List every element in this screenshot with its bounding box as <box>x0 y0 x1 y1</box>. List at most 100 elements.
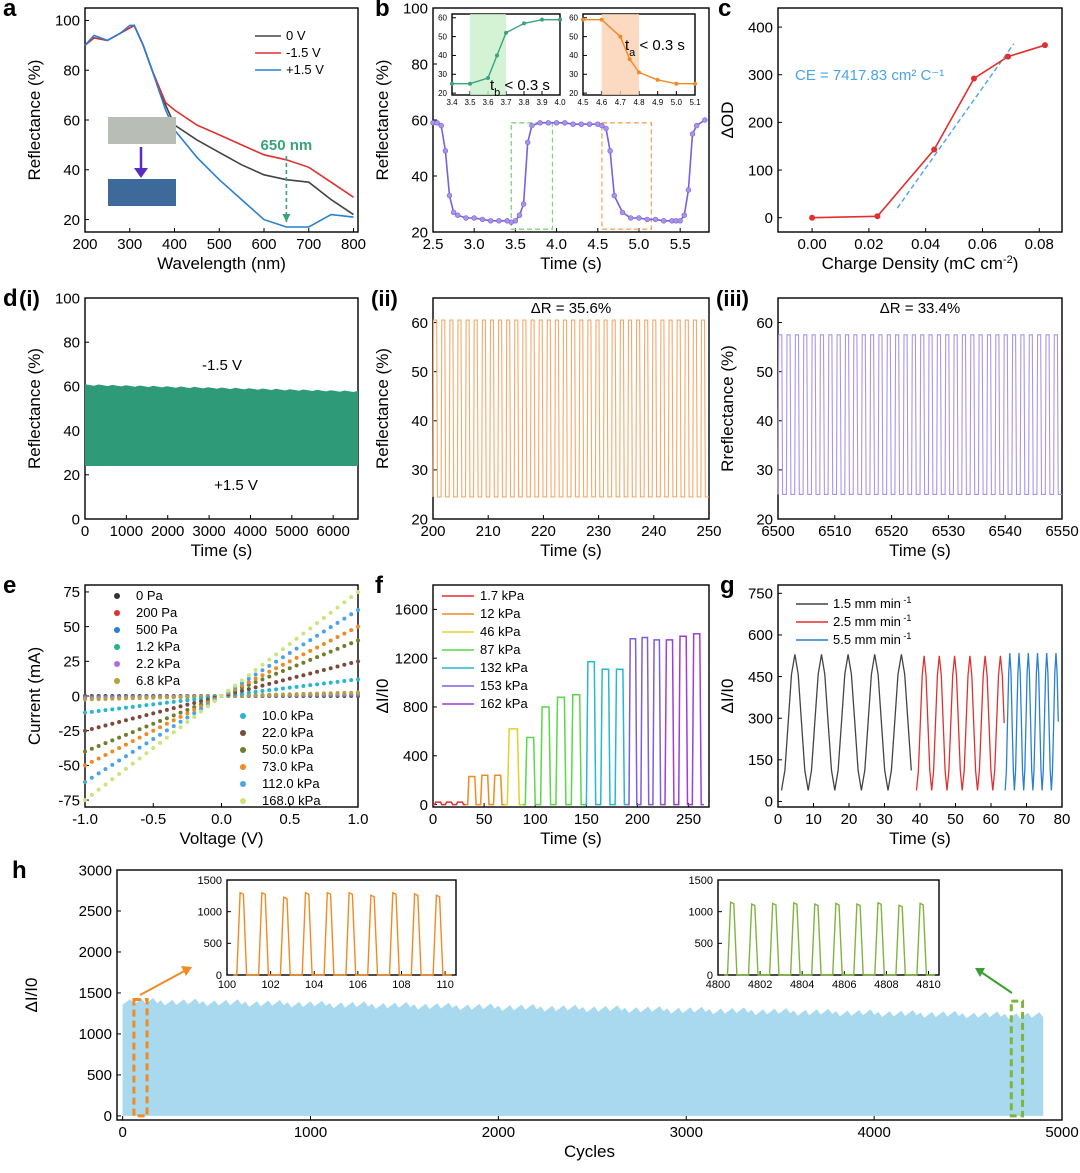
data-point <box>178 714 183 719</box>
y-axis-label: Reflectance (%) <box>373 348 392 469</box>
x-axis-label: Time (s) <box>540 541 602 560</box>
highlight-bleach <box>510 122 554 230</box>
data-point <box>192 707 197 712</box>
panel-label: f <box>375 572 384 599</box>
series-1.7 kPa <box>433 801 466 806</box>
data-point <box>164 707 169 712</box>
data-point <box>301 684 306 689</box>
data-point <box>151 721 156 726</box>
series-2.5 mm min <box>915 655 1005 791</box>
data-point <box>164 700 169 705</box>
data-point <box>130 716 135 721</box>
data-point <box>294 663 299 668</box>
x-tick-label: 4.6 <box>596 98 608 107</box>
plot-frame <box>777 7 1063 233</box>
data-point <box>260 673 265 678</box>
y-tick-label: 0 <box>765 210 773 227</box>
data-point <box>253 676 258 681</box>
data-point <box>178 719 183 724</box>
data-point <box>123 696 128 701</box>
data-point <box>315 633 320 638</box>
data-point <box>342 690 347 695</box>
data-point <box>287 666 292 671</box>
series-12 kPa <box>465 774 505 806</box>
legend-label: 87 kPa <box>480 642 521 657</box>
data-point <box>463 215 469 221</box>
panel-sublabel: (iii) <box>716 286 749 311</box>
data-point <box>342 600 347 605</box>
data-point <box>294 684 299 689</box>
x-tick-label: 5.5 <box>670 236 691 253</box>
data-point <box>287 676 292 681</box>
arrow-late <box>977 969 1013 994</box>
y-axis-label: ΔOD <box>718 102 737 139</box>
data-point <box>130 749 135 754</box>
x-tick-label: 240 <box>641 523 666 540</box>
data-point <box>83 780 87 785</box>
x-tick-label: 6540 <box>989 523 1022 540</box>
data-point <box>280 678 285 683</box>
data-point <box>253 689 258 694</box>
y-tick-label: 40 <box>438 51 447 60</box>
data-point <box>96 756 101 761</box>
legend-marker <box>240 713 246 719</box>
data-point <box>267 669 272 674</box>
x-tick-label: 220 <box>531 523 556 540</box>
y-tick-label: 20 <box>411 511 428 528</box>
inset-point <box>599 17 604 22</box>
data-point <box>83 798 87 803</box>
data-point <box>185 694 190 699</box>
legend-marker <box>114 678 120 684</box>
data-point <box>321 629 326 634</box>
chart-b_inset_2: 4.5 4.6 4.7 4.8 4.9 5.0 5.1 20 30 40 50 60 ta < 0.3 … <box>569 13 701 107</box>
data-point <box>253 685 258 690</box>
data-point <box>96 787 101 792</box>
data-point <box>151 737 156 742</box>
y-tick-label: 30 <box>438 70 447 79</box>
series-delta-od <box>812 44 1046 219</box>
data-point <box>274 659 279 664</box>
data-point <box>335 605 340 610</box>
data-point <box>321 641 326 646</box>
data-point <box>280 686 285 691</box>
data-point <box>442 148 449 154</box>
data-point <box>260 668 265 673</box>
chart-a: 200 300 400 500 600 700 800 20 40 60 80 100 Waveleng… <box>3 0 366 273</box>
y-tick-label: -50 <box>58 758 80 775</box>
y-tick-label: 1500 <box>79 985 112 1002</box>
y-axis-label: Reflectance (%) <box>25 60 44 181</box>
y-tick-label: 40 <box>411 413 428 430</box>
delta-r-annotation: ΔR = 35.6% <box>531 300 611 317</box>
y-tick-label: 50 <box>569 32 578 41</box>
data-point <box>356 638 360 643</box>
data-point <box>171 724 176 729</box>
x-axis-label: Wavelength (nm) <box>157 254 286 273</box>
data-point <box>321 691 326 696</box>
x-tick-label: 50 <box>947 811 964 828</box>
data-point <box>335 646 340 651</box>
data-point <box>83 728 87 733</box>
data-point <box>158 701 163 706</box>
data-point <box>287 659 292 664</box>
data-point <box>308 638 313 643</box>
data-point <box>123 742 128 747</box>
data-point <box>471 215 477 221</box>
data-point <box>280 662 285 667</box>
data-point <box>171 699 176 704</box>
data-point <box>260 689 265 694</box>
data-point <box>335 679 340 684</box>
data-point <box>274 671 279 676</box>
legend-label: 2.5 mm min -1 <box>833 613 911 629</box>
x-tick-label: 5000 <box>1045 1124 1078 1141</box>
series-5.5 mm min <box>1004 652 1059 791</box>
inset-line <box>452 19 560 85</box>
arrow-late-head <box>975 968 985 977</box>
data-point <box>874 213 881 220</box>
inset-point <box>655 77 660 82</box>
data-point <box>308 683 313 688</box>
data-point <box>246 682 251 687</box>
y-tick-label: 40 <box>63 423 80 440</box>
legend-marker <box>114 627 120 633</box>
x-tick-label: 10 <box>805 811 822 828</box>
legend-label: 1.5 mm min -1 <box>833 595 911 611</box>
